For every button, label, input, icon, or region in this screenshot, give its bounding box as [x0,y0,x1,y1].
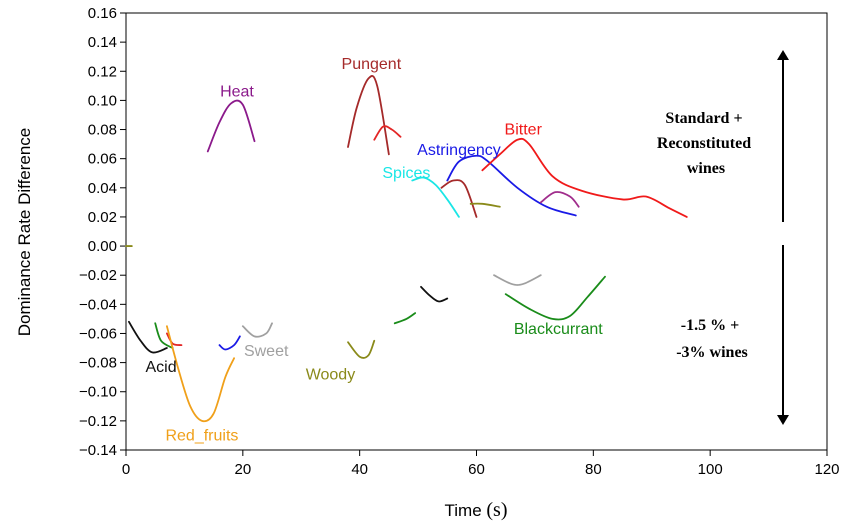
y-tick-label: 0.06 [88,151,117,168]
y-tick-label: −0.12 [79,413,117,430]
series-line-sweet-14 [241,322,273,338]
x-tick-label: 120 [814,461,839,478]
series-label-blackcurrant: Blackcurrant [514,321,603,338]
y-tick-label: 0.10 [88,92,117,109]
y-tick-label: 0.08 [88,122,117,139]
series-label-pungent: Pungent [342,56,402,73]
y-tick-label: −0.04 [79,296,117,313]
y-tick-label: −0.02 [79,267,117,284]
series-line-unlabeled-18 [493,274,542,286]
series-label-sweet: Sweet [244,343,289,360]
series-line-unlabeled-13 [218,335,241,351]
y-tick-label: 0.14 [88,34,117,51]
y-tick-label: 0.12 [88,63,117,80]
x-axis-title: Time (s) [445,499,508,521]
series-label-woody: Woody [306,366,356,383]
x-tick-label: 100 [698,461,723,478]
series-line-unlabeled-7 [469,202,501,208]
series-label-astringency: Astringency [417,142,501,159]
series-line-unlabeled-2 [373,125,402,141]
series-line-unlabeled-17 [420,285,449,303]
series-line-heat-0 [206,99,256,153]
y-tick-label: 0.16 [88,5,117,22]
x-tick-label: 20 [234,461,251,478]
annotations: Standard + Reconstituted wines -1.5 % + … [657,50,789,425]
series-label-red-fruits: Red_fruits [165,427,238,444]
y-tick-label: −0.14 [79,442,117,459]
series-line-pungent-1 [347,75,390,156]
series-line-bitter-4 [481,137,688,218]
x-tick-label: 40 [351,461,368,478]
annotation-standard-wines: Standard + Reconstituted wines [657,110,755,177]
series-line-spices-5 [411,176,460,218]
x-axis-title-text: Time [445,501,482,520]
series-line-acid-9 [128,320,168,354]
x-tick-label: 60 [468,461,485,478]
series-line-unlabeled-10 [154,322,174,349]
series-line-woody-15 [347,339,376,359]
series-line-unlabeled-11 [165,332,183,347]
x-axis-unit: (s) [486,499,507,521]
series-line-unlabeled-8 [539,191,580,208]
x-tick-label: 80 [585,461,602,478]
plot-frame [125,12,828,451]
series-label-spices: Spices [382,165,430,182]
series-line-unlabeled-16 [393,312,417,325]
y-axis-title: Dominance Rate Difference [15,128,34,337]
y-tick-label: −0.08 [79,355,117,372]
series-label-heat: Heat [220,84,254,101]
y-tick-label: −0.10 [79,384,117,401]
series-label-bitter: Bitter [505,122,543,139]
x-tick-label: 0 [122,461,130,478]
series-layer [125,75,688,423]
series-line-unlabeled-6 [440,179,478,218]
series-line-blackcurrant-19 [504,275,606,321]
series-line-astringency-3 [446,154,577,217]
y-tick-label: 0.04 [88,180,117,197]
series-line-red-fruits-12 [165,325,235,423]
y-axis: 0.16 0.14 0.12 0.10 0.08 0.06 0.04 0.02 0.00 −0.0… [79,5,126,459]
x-axis: 0 20 40 60 80 100 120 [122,450,840,478]
y-tick-label: 0.02 [88,209,117,226]
series-label-acid: Acid [145,359,176,376]
y-tick-label: 0.00 [88,238,117,255]
annotation-reduced-wines: -1.5 % + -3% wines [676,317,748,361]
y-tick-label: −0.06 [79,325,117,342]
